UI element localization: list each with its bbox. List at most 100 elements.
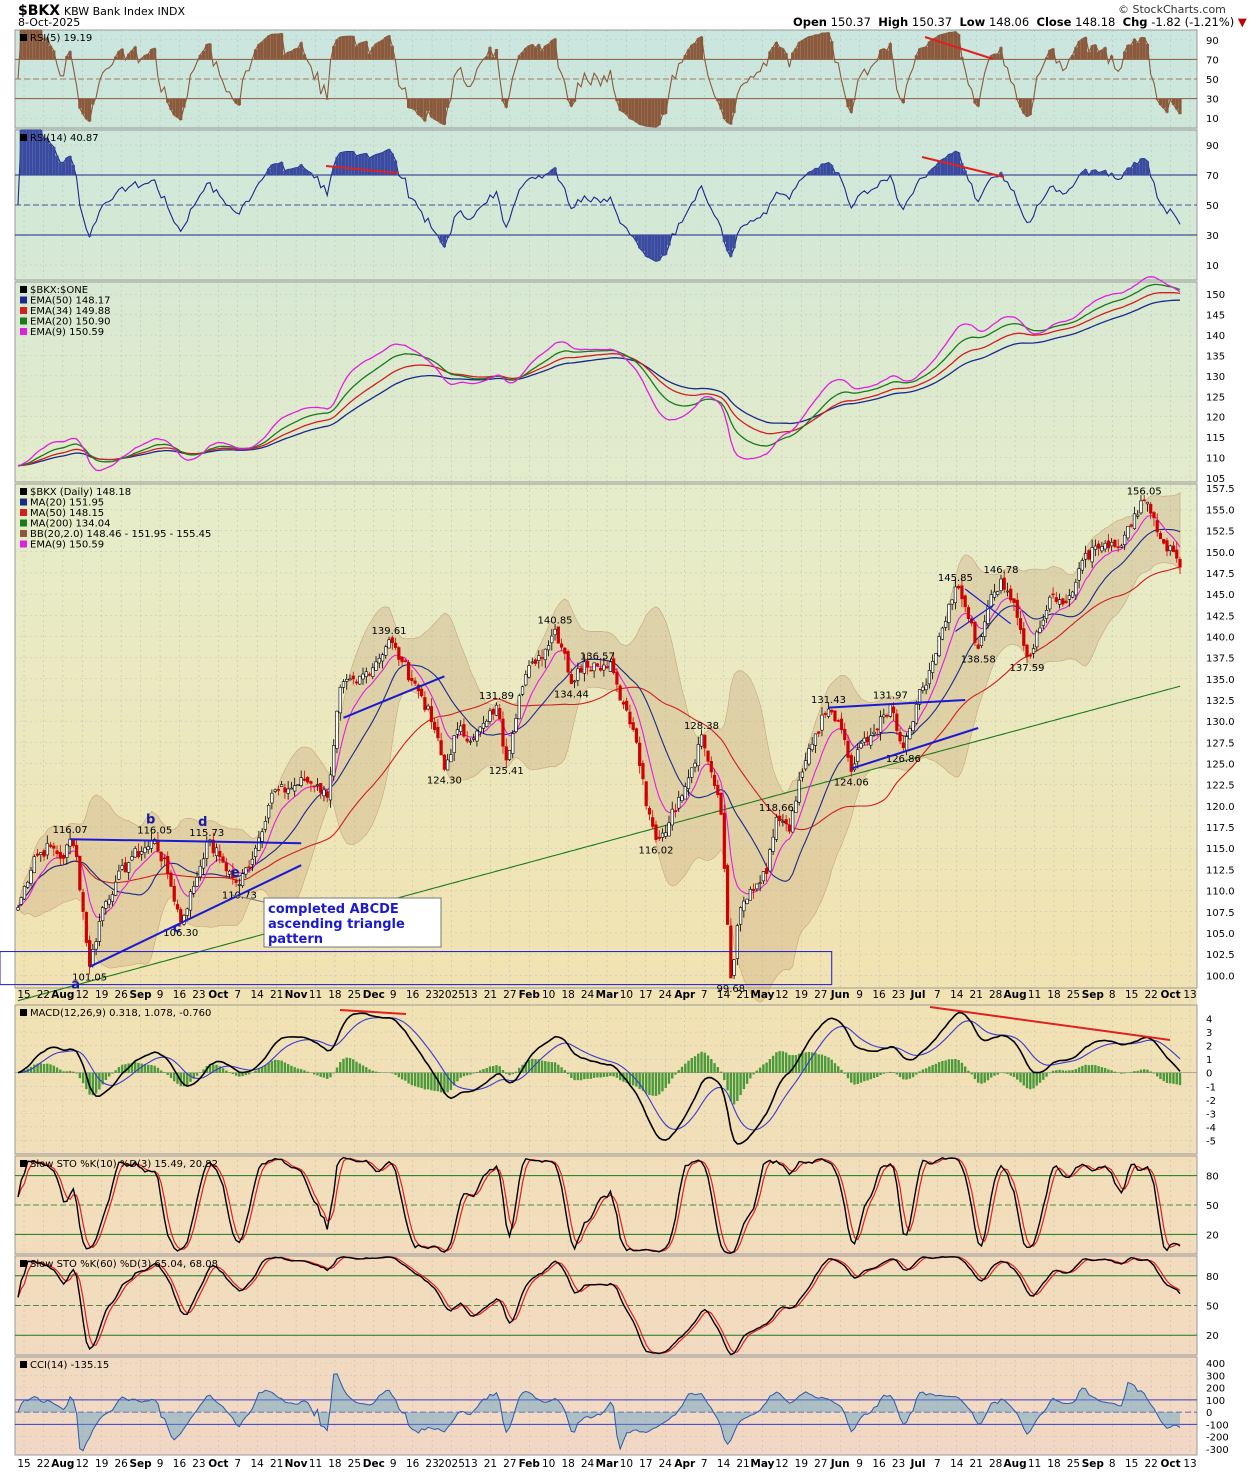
candle-body [328, 774, 333, 801]
y-tick-label: -5 [1206, 1136, 1216, 1147]
x-tick-label: Apr [674, 1458, 696, 1470]
x-tick-label: 16 [872, 1458, 886, 1470]
candle-body [550, 635, 554, 644]
candle-body [299, 777, 303, 786]
candle-body [1041, 619, 1045, 626]
candle-body [605, 666, 609, 669]
candle-body [436, 726, 440, 739]
candle-body [706, 750, 710, 762]
candle-body [423, 697, 427, 711]
legend-swatch [20, 307, 27, 314]
candle-body [390, 637, 394, 644]
x-tick-label: 12 [775, 989, 788, 1001]
y-tick-label: 4 [1206, 1015, 1212, 1026]
candle-body [237, 884, 241, 886]
candle-body [429, 706, 433, 723]
x-tick-label: May [750, 989, 774, 1001]
divergence-line [921, 156, 1005, 178]
candle-body [348, 678, 352, 681]
legend-entry: MA(200) 134.04 [30, 519, 111, 530]
candle-body [735, 925, 739, 959]
candle-body [211, 839, 215, 854]
candle-body [540, 657, 544, 659]
candle-body [449, 754, 453, 763]
candle-body [931, 660, 935, 673]
candle-body [192, 886, 196, 894]
candle-body [247, 866, 251, 869]
close-value: 148.18 [1075, 15, 1116, 29]
candle-body [996, 591, 1000, 595]
candle-body [745, 898, 749, 904]
axis-and-legend-text: 15152222AugAug121219192626SepSep99161623… [17, 33, 1234, 1470]
candle-body [71, 839, 75, 847]
candle-body [286, 788, 290, 794]
candle-body [169, 872, 173, 887]
y-tick-label: 120.0 [1206, 802, 1235, 813]
candle-body [791, 810, 795, 833]
price-label: 137.59 [1010, 663, 1045, 674]
y-tick-label: 155.0 [1206, 505, 1235, 516]
note-pointer [231, 894, 265, 903]
y-tick-label: -2 [1206, 1096, 1216, 1107]
candle-body [319, 783, 323, 793]
candle-body [35, 853, 40, 856]
candle-body [778, 815, 782, 822]
pattern-note-text: pattern [268, 932, 323, 947]
legend-entry: EMA(9) 150.59 [30, 327, 104, 338]
legend-swatch [20, 530, 27, 537]
candle-body [823, 713, 827, 715]
x-tick-label: 15 [17, 989, 30, 1001]
x-tick-label: 27 [814, 1458, 827, 1470]
candle-body [88, 940, 92, 967]
candle-body [166, 856, 170, 874]
candle-body [58, 851, 62, 859]
legend-swatch [20, 134, 27, 141]
candle-body [683, 786, 687, 800]
candle-body [1057, 599, 1062, 605]
y-tick-label: 105.0 [1206, 929, 1235, 940]
candle-body [979, 636, 984, 647]
x-tick-label: 7 [701, 1458, 708, 1470]
x-tick-label: 13 [1183, 1458, 1196, 1470]
candle-body [1139, 500, 1143, 514]
candle-body [703, 734, 707, 749]
candle-body [384, 646, 388, 656]
x-tick-label: 16 [173, 989, 187, 1001]
candle-body [1103, 542, 1107, 550]
candle-body [397, 647, 401, 660]
x-tick-label: 18 [561, 989, 574, 1001]
candle-body [65, 844, 69, 858]
candle-body [527, 665, 531, 678]
candle-body [914, 703, 918, 724]
candle-body [651, 817, 655, 827]
y-tick-label: 50 [1206, 201, 1219, 212]
candle-body [498, 708, 502, 720]
cci-line [17, 1373, 1181, 1452]
x-tick-label: 21 [970, 1458, 983, 1470]
candle-body [953, 586, 958, 603]
candle-body [559, 643, 564, 648]
y-tick-label: 120 [1206, 413, 1225, 424]
candle-body [618, 685, 622, 701]
candle-body [1110, 541, 1114, 547]
candle-body [42, 850, 46, 857]
candle-body [752, 888, 756, 891]
x-tick-label: Sep [129, 1458, 152, 1470]
candle-body [1116, 546, 1120, 549]
candle-body [1009, 588, 1013, 601]
candle-body [657, 836, 661, 839]
rsi-line [17, 29, 1181, 128]
candle-body [621, 701, 626, 705]
chart-title: $BKX KBW Bank Index INDX [18, 3, 185, 19]
triangle-upper-line [70, 838, 302, 845]
panel-frame-price [14, 483, 1198, 989]
x-tick-label: Nov [285, 1458, 308, 1470]
candle-body [380, 654, 385, 662]
y-tick-label: 145 [1206, 311, 1225, 322]
candle-body [289, 787, 294, 790]
candle-body [579, 667, 583, 673]
price-label: 125.41 [489, 766, 524, 777]
y-tick-label: 127.5 [1206, 738, 1235, 749]
y-tick-label: 10 [1206, 114, 1219, 125]
y-tick-label: -1 [1206, 1082, 1216, 1093]
